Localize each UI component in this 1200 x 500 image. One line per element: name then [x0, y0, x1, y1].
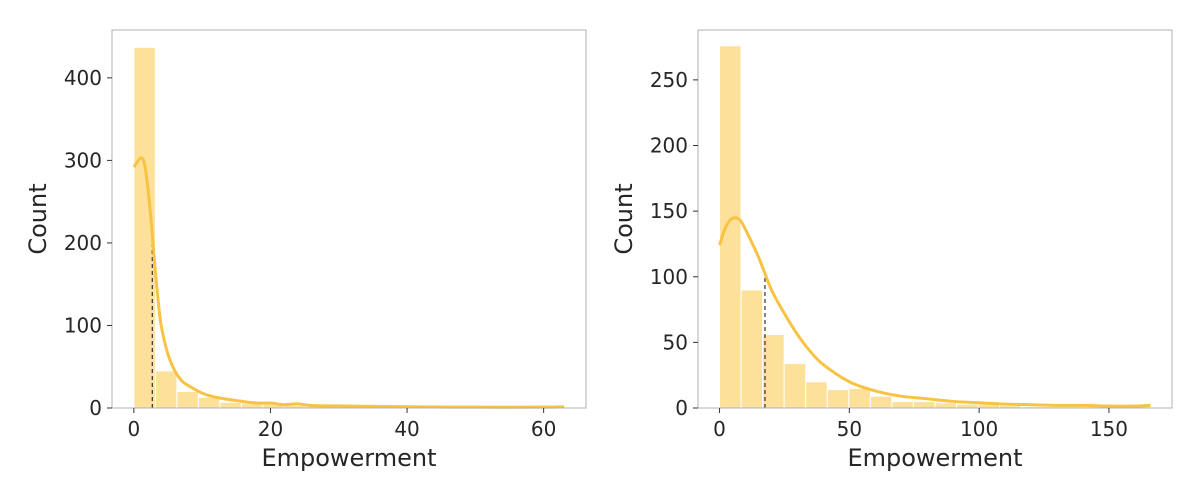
histogram-bar — [176, 390, 199, 409]
x-tick-label: 50 — [837, 417, 862, 441]
kde-curve — [718, 216, 1151, 408]
y-tick-label: 150 — [650, 199, 688, 223]
x-tick-label: 100 — [960, 417, 998, 441]
y-axis-label: Count — [24, 183, 52, 254]
histogram-bar — [956, 403, 979, 409]
histogram-bar — [848, 387, 871, 409]
histogram-bar — [891, 400, 914, 409]
x-axis-label: Empowerment — [847, 444, 1022, 472]
histogram-bar — [826, 389, 850, 409]
histogram-panel-right: 0 50 100 150 0 50 100 150 200 250 Empowerment Count — [610, 29, 1173, 472]
y-tick-label: 200 — [64, 231, 102, 255]
x-tick-label: 0 — [127, 417, 140, 441]
y-axis-label: Count — [610, 183, 638, 254]
histogram-bar — [740, 289, 764, 409]
histogram-bar — [869, 395, 893, 409]
plot-frame — [111, 29, 587, 409]
histogram-bar — [783, 362, 807, 409]
y-tick-label: 50 — [663, 330, 688, 354]
y-tick-label: 400 — [64, 66, 102, 90]
histogram-bar — [219, 401, 242, 409]
y-tick-label: 100 — [650, 265, 688, 289]
histogram-bar — [762, 334, 785, 409]
x-tick-label: 20 — [258, 417, 283, 441]
y-tick-label: 100 — [64, 313, 102, 337]
x-tick-label: 150 — [1090, 417, 1128, 441]
x-tick-label: 0 — [713, 417, 726, 441]
x-tick-label: 60 — [531, 417, 556, 441]
kde-curve — [132, 156, 565, 409]
histogram-panel-left: 0 20 40 60 0 100 200 300 400 Empowerment Count — [24, 29, 587, 472]
y-tick-label: 0 — [675, 396, 688, 420]
x-tick-label: 40 — [394, 417, 419, 441]
histogram-bar — [934, 402, 958, 409]
histogram-bar — [719, 45, 742, 409]
y-tick-label: 300 — [64, 148, 102, 172]
histogram-bar — [805, 381, 828, 409]
plot-frame — [697, 29, 1173, 409]
y-tick-label: 250 — [650, 68, 688, 92]
y-tick-label: 0 — [89, 396, 102, 420]
histogram-bar — [912, 400, 936, 409]
y-tick-label: 200 — [650, 134, 688, 158]
histogram-bar — [154, 370, 178, 409]
x-axis-label: Empowerment — [261, 444, 436, 472]
